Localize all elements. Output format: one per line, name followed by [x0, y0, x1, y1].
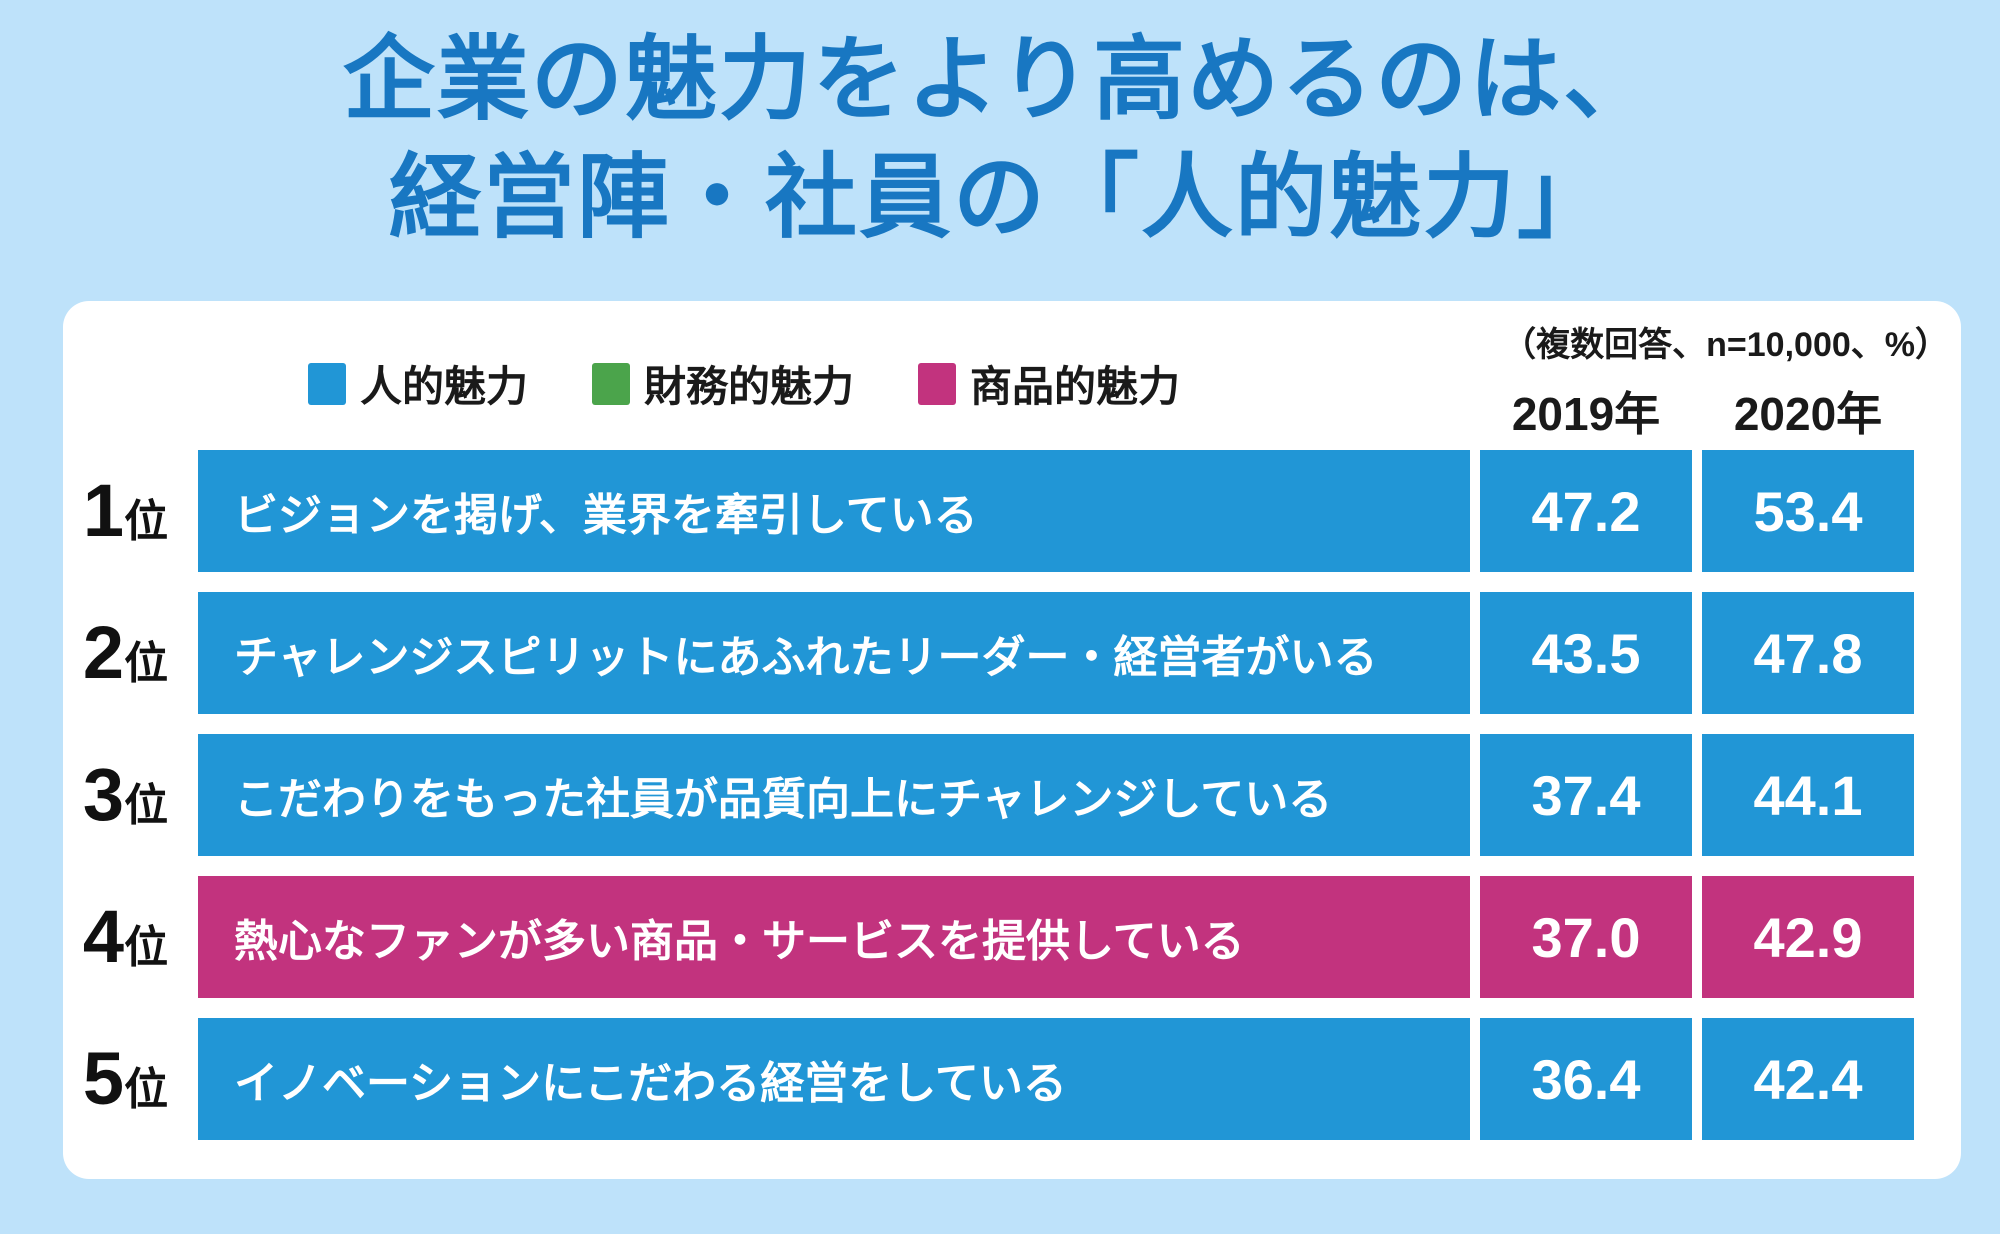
row-bar-label: こだわりをもった社員が品質向上にチャレンジしている [198, 734, 1470, 856]
legend-item-product: 商品的魅力 [918, 353, 1180, 414]
value-2019: 37.4 [1480, 734, 1692, 856]
page-title-line2: 経営陣・社員の「人的魅力」 [388, 146, 1611, 249]
value-2019: 36.4 [1480, 1018, 1692, 1140]
value-2020: 53.4 [1702, 450, 1914, 572]
legend: 人的魅力 財務的魅力 商品的魅力 [308, 353, 1180, 414]
survey-note: （複数回答、n=10,000、%） [1502, 326, 1949, 364]
chart-card: 人的魅力 財務的魅力 商品的魅力 （複数回答、n=10,000、%） 2019年… [63, 301, 1961, 1179]
legend-item-financial: 財務的魅力 [592, 353, 854, 414]
value-2020: 47.8 [1702, 592, 1914, 714]
row-text: ビジョンを掲げ、業界を牽引している [234, 491, 978, 540]
row-text: 熱心なファンが多い商品・サービスを提供している [234, 917, 1245, 966]
row-bar-label: 熱心なファンが多い商品・サービスを提供している [198, 876, 1470, 998]
legend-label: 財務的魅力 [644, 363, 855, 410]
legend-item-human: 人的魅力 [308, 353, 528, 414]
row-bar-label: ビジョンを掲げ、業界を牽引している [198, 450, 1470, 572]
row-bar-label: チャレンジスピリットにあふれたリーダー・経営者がいる [198, 592, 1470, 714]
page-title: 企業の魅力をより高めるのは、 経営陣・社員の「人的魅力」 [0, 22, 2000, 258]
legend-label: 商品的魅力 [970, 363, 1181, 410]
row-bar-label: イノベーションにこだわる経営をしている [198, 1018, 1470, 1140]
legend-label: 人的魅力 [360, 363, 529, 410]
value-2020: 42.4 [1702, 1018, 1914, 1140]
chart-header: 人的魅力 財務的魅力 商品的魅力 （複数回答、n=10,000、%） 2019年… [63, 301, 1961, 450]
value-2020: 42.9 [1702, 876, 1914, 998]
value-2019: 47.2 [1480, 450, 1692, 572]
value-2020: 44.1 [1702, 734, 1914, 856]
page-title-line1: 企業の魅力をより高めるのは、 [342, 29, 1658, 131]
column-header-2020: 2020年 [1733, 388, 1883, 440]
legend-swatch-magenta-icon [918, 362, 957, 405]
column-headers: 2019年 2020年 [1480, 378, 1914, 444]
value-2019: 37.0 [1480, 876, 1692, 998]
row-text: イノベーションにこだわる経営をしている [234, 1059, 1067, 1108]
row-text: チャレンジスピリットにあふれたリーダー・経営者がいる [234, 633, 1378, 682]
value-2019: 43.5 [1480, 592, 1692, 714]
column-header-2019: 2019年 [1511, 388, 1661, 440]
legend-swatch-blue-icon [308, 362, 346, 405]
row-text: こだわりをもった社員が品質向上にチャレンジしている [234, 775, 1333, 824]
legend-swatch-green-icon [592, 362, 631, 405]
